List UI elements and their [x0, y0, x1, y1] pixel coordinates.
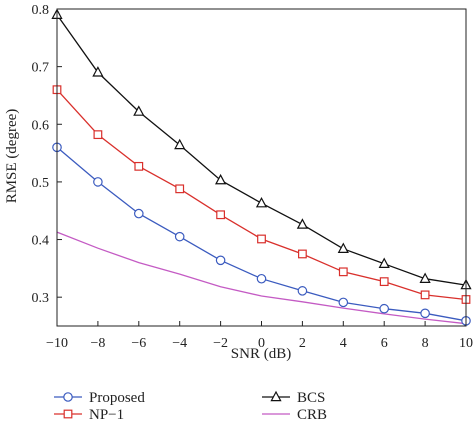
x-tick-label: 4: [340, 336, 347, 351]
data-point-np-1: [379, 277, 389, 287]
x-tick-label: 10: [459, 336, 473, 351]
y-tick-label: 0.8: [32, 3, 50, 18]
legend-marker-bcs: [270, 390, 282, 402]
series-line-crb: [56, 231, 467, 325]
data-point-np-1: [298, 249, 307, 259]
data-point-proposed: [174, 231, 185, 242]
legend-label-crb: CRB: [297, 407, 327, 423]
data-point-proposed: [93, 177, 103, 187]
data-point-bcs: [337, 242, 349, 253]
x-tick-label: 2: [299, 336, 306, 351]
legend-marker-np-1: [63, 409, 73, 419]
data-point-proposed: [338, 297, 349, 308]
x-tick-label: 6: [381, 336, 388, 351]
data-point-bcs: [296, 218, 309, 229]
plot-area: [51, 8, 472, 326]
data-point-bcs: [92, 66, 104, 77]
data-point-np-1: [216, 210, 226, 220]
data-point-proposed: [256, 273, 267, 284]
x-tick-label: 8: [422, 336, 429, 351]
data-point-proposed: [379, 303, 389, 314]
data-point-proposed: [297, 286, 308, 296]
data-point-np-1: [257, 234, 266, 244]
x-tick-label: 0: [258, 336, 265, 351]
x-tick-label: −8: [90, 336, 105, 351]
x-tick-label: −4: [172, 336, 187, 351]
legend-label-np1: NP−1: [89, 407, 124, 423]
data-point-proposed: [134, 208, 144, 219]
data-point-np-1: [175, 184, 185, 194]
data-point-bcs: [174, 138, 186, 150]
series-line-proposed: [56, 146, 467, 322]
data-point-np-1: [93, 130, 103, 140]
data-point-proposed: [215, 255, 226, 266]
axes: −10 −8 −6 −4 −2 0 2 4 6 8 10 0.3 0.4 0.5 0.6 0.7 0.8: [32, 3, 474, 351]
series-line-np-1: [56, 89, 467, 301]
data-point-np-1: [420, 290, 430, 300]
y-tick-label: 0.5: [32, 176, 50, 191]
y-axis-title: RMSE (degree): [4, 109, 20, 204]
data-point-np-1: [134, 161, 144, 171]
x-axis-title: SNR (dB): [231, 346, 291, 362]
x-tick-label: −6: [131, 336, 146, 351]
y-tick-label: 0.7: [32, 61, 50, 76]
data-point-bcs: [378, 257, 390, 268]
x-tick-label: −2: [213, 336, 228, 351]
y-tick-label: 0.4: [32, 234, 50, 249]
data-point-bcs: [255, 196, 268, 208]
legend-label-bcs: BCS: [297, 390, 325, 406]
data-point-bcs: [214, 173, 227, 185]
y-tick-label: 0.6: [32, 118, 50, 133]
y-tick-label: 0.3: [32, 291, 50, 306]
legend-label-proposed: Proposed: [89, 390, 145, 406]
data-point-bcs: [419, 272, 431, 283]
x-tick-label: −10: [46, 336, 68, 351]
data-point-np-1: [338, 267, 348, 277]
data-point-bcs: [133, 105, 145, 116]
data-point-proposed: [420, 308, 430, 319]
legend-marker-proposed: [63, 392, 73, 402]
legend: Proposed BCS NP−1 CRB: [54, 390, 327, 423]
